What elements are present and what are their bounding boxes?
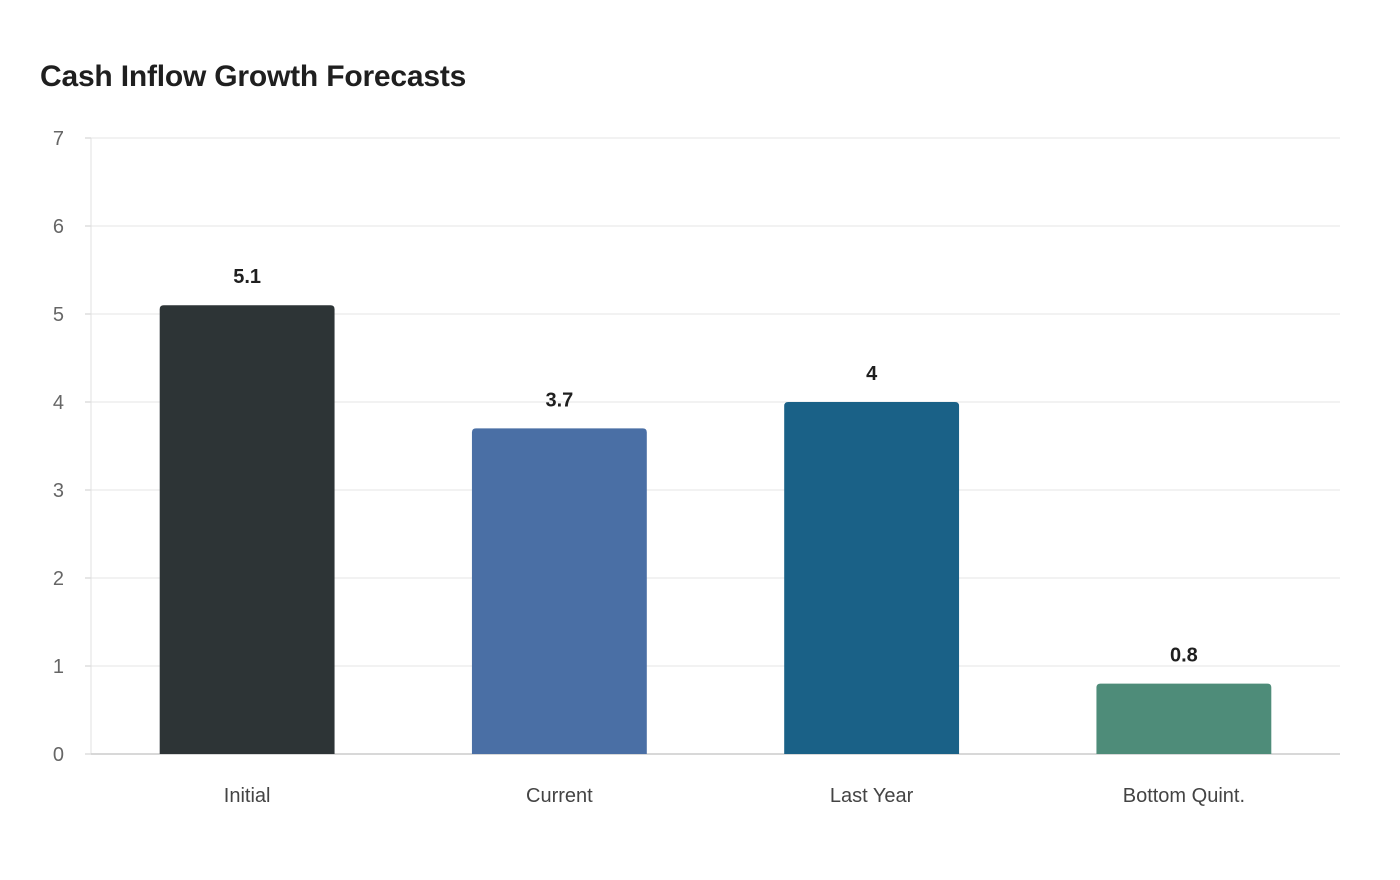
data-label: 0.8 xyxy=(1170,645,1198,667)
x-tick-label: Current xyxy=(526,785,593,807)
bars xyxy=(159,305,1272,754)
bar xyxy=(471,428,647,754)
y-tick-label: 7 xyxy=(53,128,64,150)
x-tick-label: Last Year xyxy=(830,785,914,807)
x-tick-label: Initial xyxy=(224,785,271,807)
y-tick-label: 4 xyxy=(53,392,64,414)
data-label: 4 xyxy=(866,363,878,385)
y-tick-label: 5 xyxy=(53,304,64,326)
y-tick-label: 3 xyxy=(53,480,64,502)
bar xyxy=(159,305,335,754)
chart-title: Cash Inflow Growth Forecasts xyxy=(40,60,467,93)
y-tick-label: 2 xyxy=(53,568,64,590)
labels: 5.1 Initial 3.7 Current 4 Last Year 0.8 Bottom … xyxy=(224,266,1245,807)
bar xyxy=(784,402,960,754)
y-tick-label: 1 xyxy=(53,656,64,678)
bar xyxy=(1096,683,1272,754)
data-label: 5.1 xyxy=(233,266,261,288)
y-tick-label: 0 xyxy=(53,744,64,766)
x-tick-label: Bottom Quint. xyxy=(1123,785,1245,807)
data-label: 3.7 xyxy=(545,389,573,411)
y-tick-label: 6 xyxy=(53,216,64,238)
